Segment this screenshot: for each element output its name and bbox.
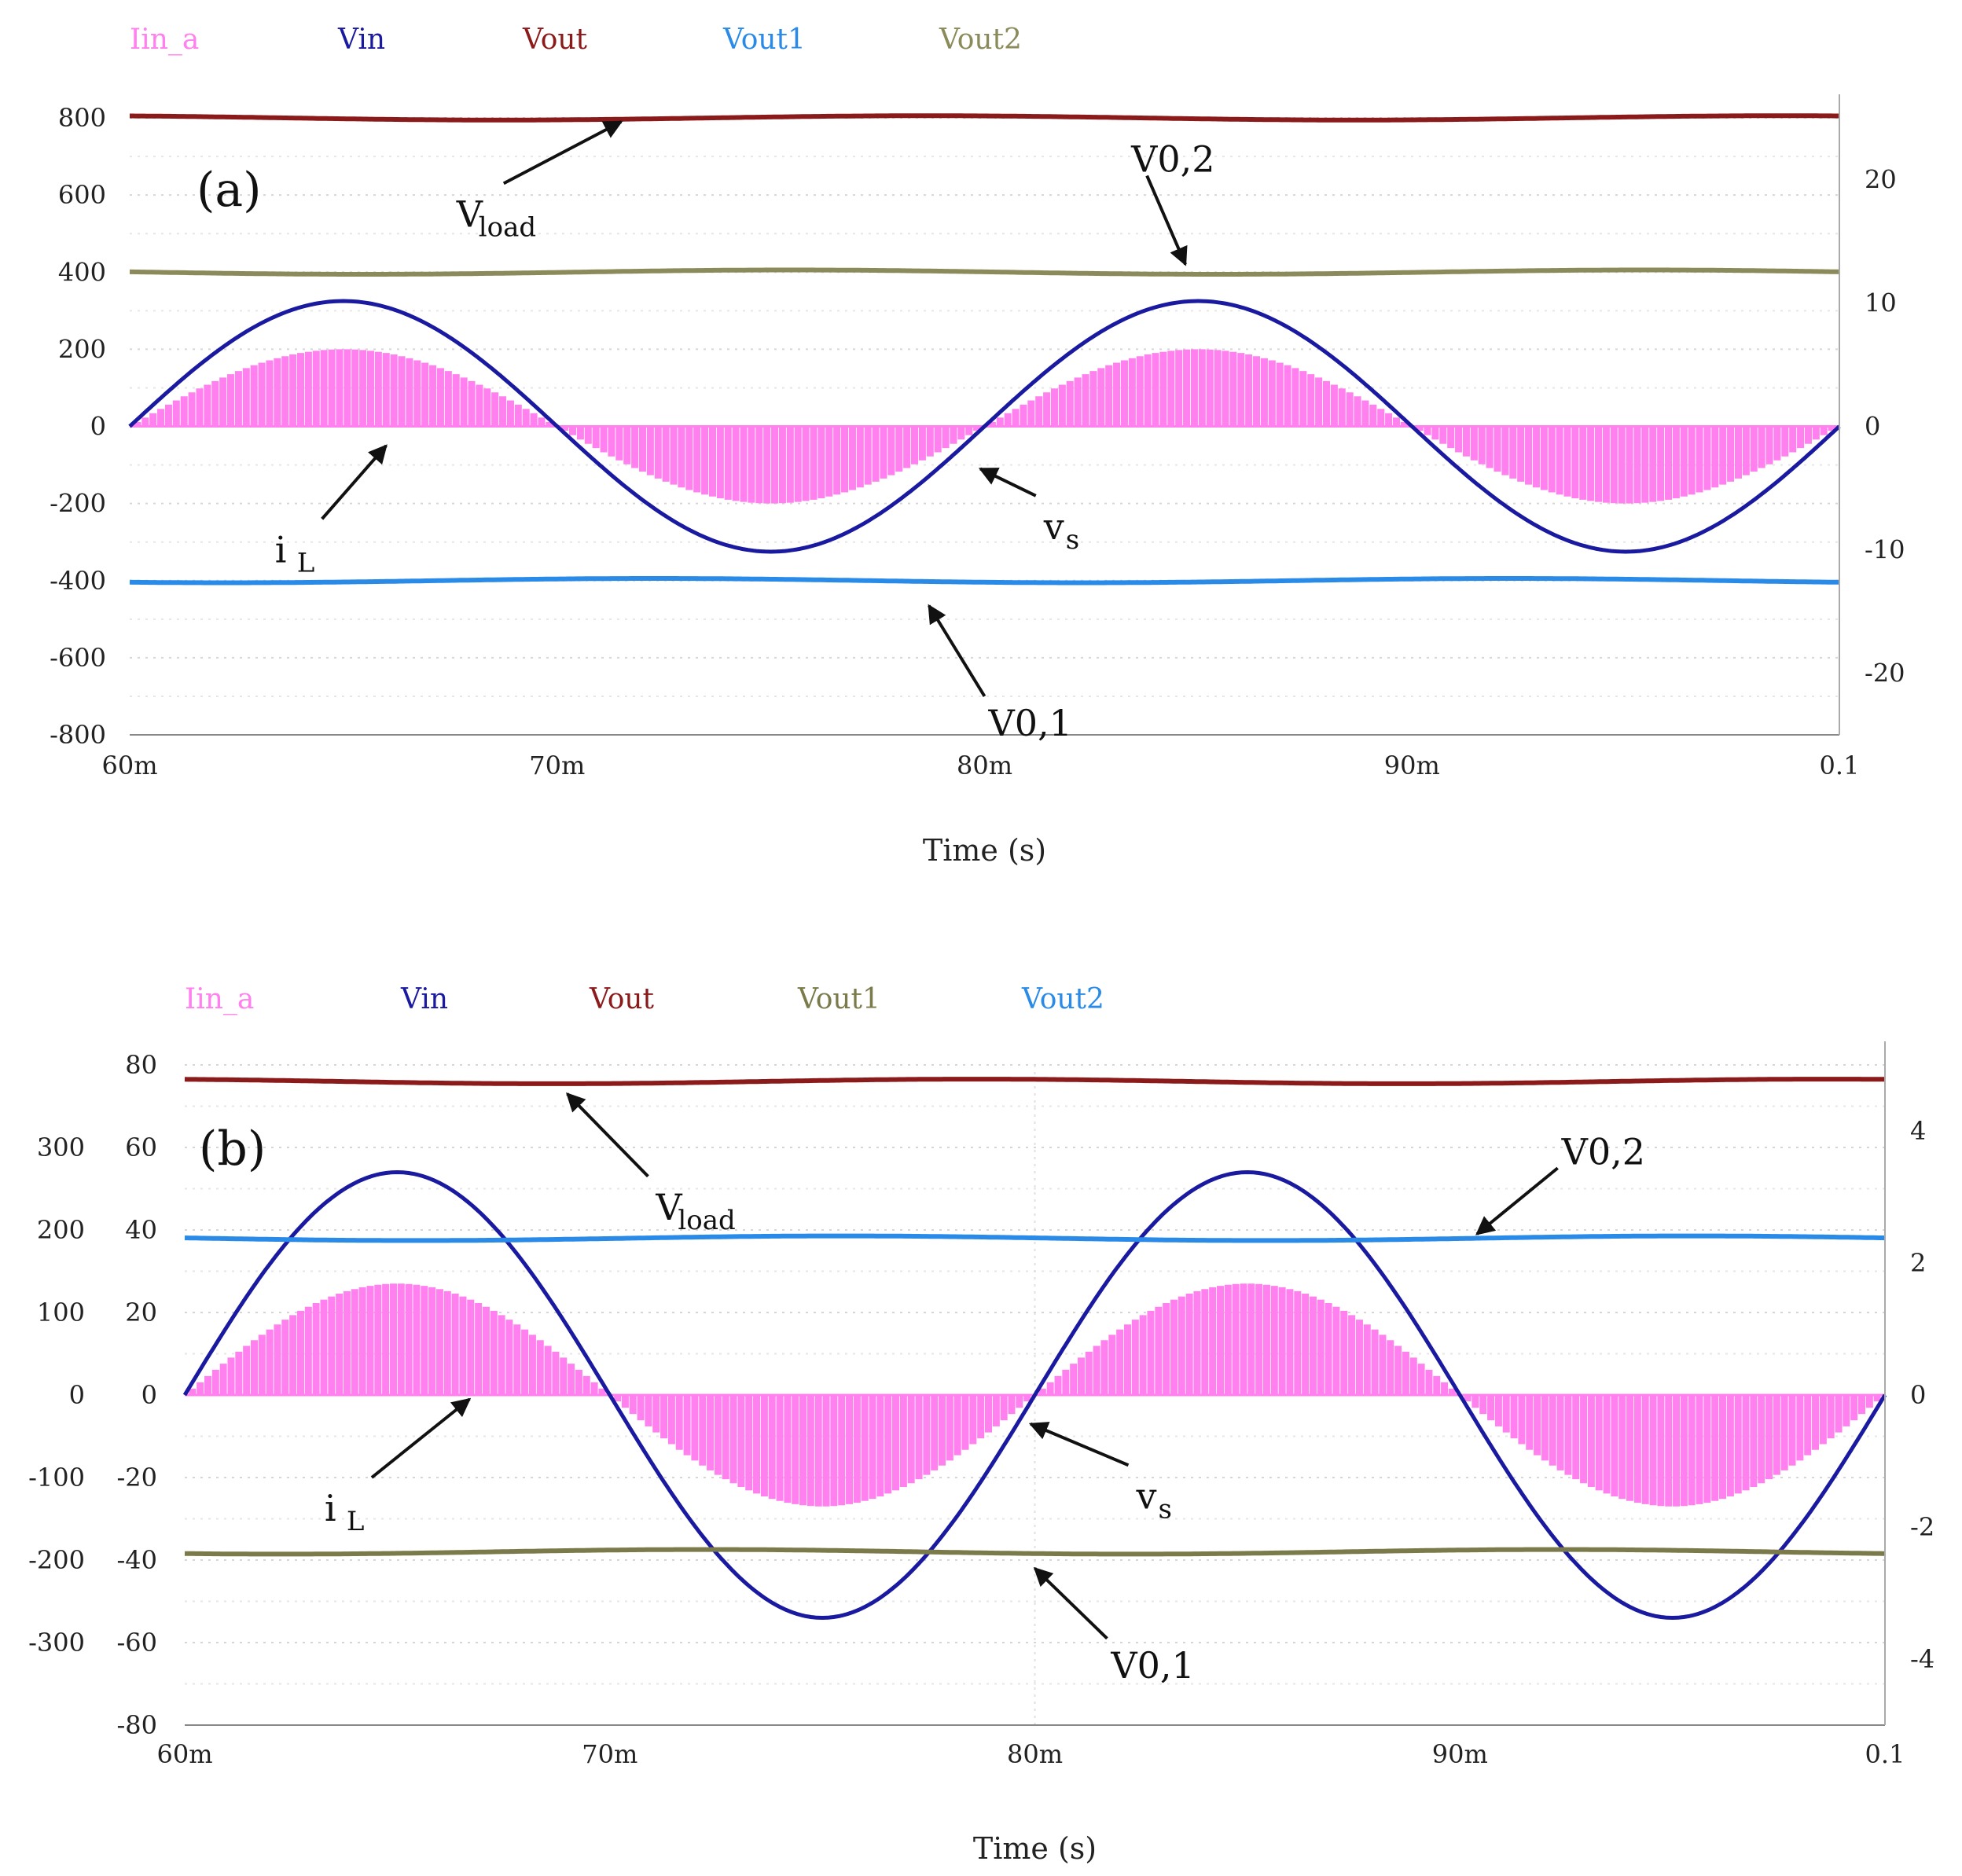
y-right-tick-label: 0 [1910,1380,1926,1410]
annotation-label: V [456,193,483,235]
annotation-subscript: s [1158,1493,1171,1525]
annotation-arrow [1028,1422,1130,1467]
y-right-tick-label: -10 [1865,535,1905,565]
legend-entry-vout1: Vout1 [722,24,806,56]
x-tick-label: 70m [529,751,585,780]
annotation-arrow [928,604,987,697]
annotation-subscript: L [297,547,315,578]
legend-entry-iin-a: Iin_a [130,24,199,56]
annotation-subscript: load [479,211,536,243]
y-right-tick-label: -4 [1910,1644,1934,1674]
legend-entry-vout1: Vout1 [797,983,880,1015]
series-vout1 [129,576,1839,586]
annotation-arrow [1145,174,1188,266]
y-right-tick-label: -20 [1865,659,1905,688]
series-vout2 [130,267,1840,277]
annotation-arrow [370,1397,472,1479]
chart-panel-a: Iin_a Vin Vout Vout1 Vout2 60m 70m 80m 90m 0.1 Tim… [50,24,1905,868]
series-vout1 [184,1547,1885,1557]
y-left-tick-label: 400 [58,257,106,287]
annotation-subscript: L [347,1506,365,1537]
annotation-arrow [565,1092,649,1178]
annotation-subscript: s [1066,524,1079,556]
annotation-label: v [1135,1474,1156,1517]
annotation-subscript: load [678,1205,735,1236]
y-right-tick-label: 0 [1865,412,1880,442]
y-left-tick-label: -200 [50,489,106,519]
x-tick-label: 90m [1384,751,1440,780]
annotation-label: V0,2 [1130,138,1214,181]
y-left-tick-label: -600 [50,643,106,673]
y-left-tick-label: 800 [58,103,106,133]
y-left-tick-label: 40 [125,1215,157,1245]
x-tick-label: 70m [582,1739,637,1769]
annotation-label: V0,1 [1110,1644,1194,1687]
x-tick-label: 90m [1432,1739,1488,1769]
annotation-label: i [275,528,287,571]
annotation-arrow [321,444,388,520]
x-tick-label: 80m [957,751,1012,780]
annotation-label: V0,2 [1561,1130,1645,1173]
legend-entry-iin-a: Iin_a [185,983,254,1015]
legend-entry-vin: Vin [400,983,448,1015]
y-right-tick-label: 2 [1910,1248,1926,1278]
y-left-tick-label: -60 [116,1628,157,1658]
y-right-tick-label: 4 [1910,1116,1926,1146]
y-left-tick-label: 20 [125,1298,157,1327]
annotation-arrow [1475,1166,1559,1235]
legend-entry-vout: Vout [522,24,588,56]
y-outer-tick-label: 300 [37,1133,85,1162]
panel-label: (a) [197,163,262,218]
y-left-tick-label: 80 [125,1050,157,1080]
y-left-tick-label: -40 [116,1545,157,1575]
y-right-tick-label: 10 [1865,288,1897,318]
y-outer-tick-label: 0 [69,1380,85,1410]
x-axis-title: Time (s) [973,1831,1097,1866]
y-left-tick-label: -400 [50,566,106,596]
panel-label: (b) [199,1122,266,1177]
series-vin [128,299,1841,554]
annotation-arrow [1033,1566,1108,1640]
y-left-tick-label: -80 [116,1710,157,1740]
legend-entry-vout2: Vout2 [939,24,1022,56]
annotation-label: i [325,1487,336,1529]
y-outer-tick-label: -100 [28,1463,85,1492]
legend-entry-vin: Vin [337,24,385,56]
x-tick-label: 0.1 [1865,1739,1905,1769]
series-vin [182,1169,1887,1621]
x-tick-label: 0.1 [1820,751,1860,780]
y-left-tick-label: 0 [90,412,106,442]
x-tick-label: 60m [101,751,157,780]
annotation-label: V0,1 [988,702,1072,744]
y-left-tick-label: 600 [58,180,106,210]
y-outer-tick-label: 200 [37,1215,85,1245]
annotation-arrow [502,120,623,185]
series-vout2 [185,1233,1886,1243]
y-left-tick-label: -800 [50,720,106,750]
y-left-tick-label: 200 [58,334,106,364]
y-right-tick-label: 20 [1865,165,1897,195]
x-tick-label: 60m [156,1739,212,1769]
y-right-tick-label: -2 [1910,1512,1934,1542]
series-vout [130,113,1839,123]
y-left-tick-label: -20 [116,1463,157,1492]
chart-panel-b: Iin_a Vin Vout Vout1 Vout2 60m 70m 80m 90m 0.1 Tim… [28,983,1934,1866]
series-vout [184,1077,1885,1086]
x-tick-label: 80m [1007,1739,1063,1769]
y-left-tick-label: 0 [141,1380,157,1410]
x-axis-title: Time (s) [923,833,1046,868]
legend-entry-vout: Vout [589,983,655,1015]
y-outer-tick-label: -300 [28,1628,85,1658]
y-outer-tick-label: -200 [28,1545,85,1575]
annotation-label: v [1043,505,1064,548]
legend-entry-vout2: Vout2 [1021,983,1104,1015]
y-outer-tick-label: 100 [37,1298,85,1327]
y-left-tick-label: 60 [125,1133,157,1162]
annotation-arrow [978,467,1037,497]
annotation-label: V [655,1186,682,1228]
